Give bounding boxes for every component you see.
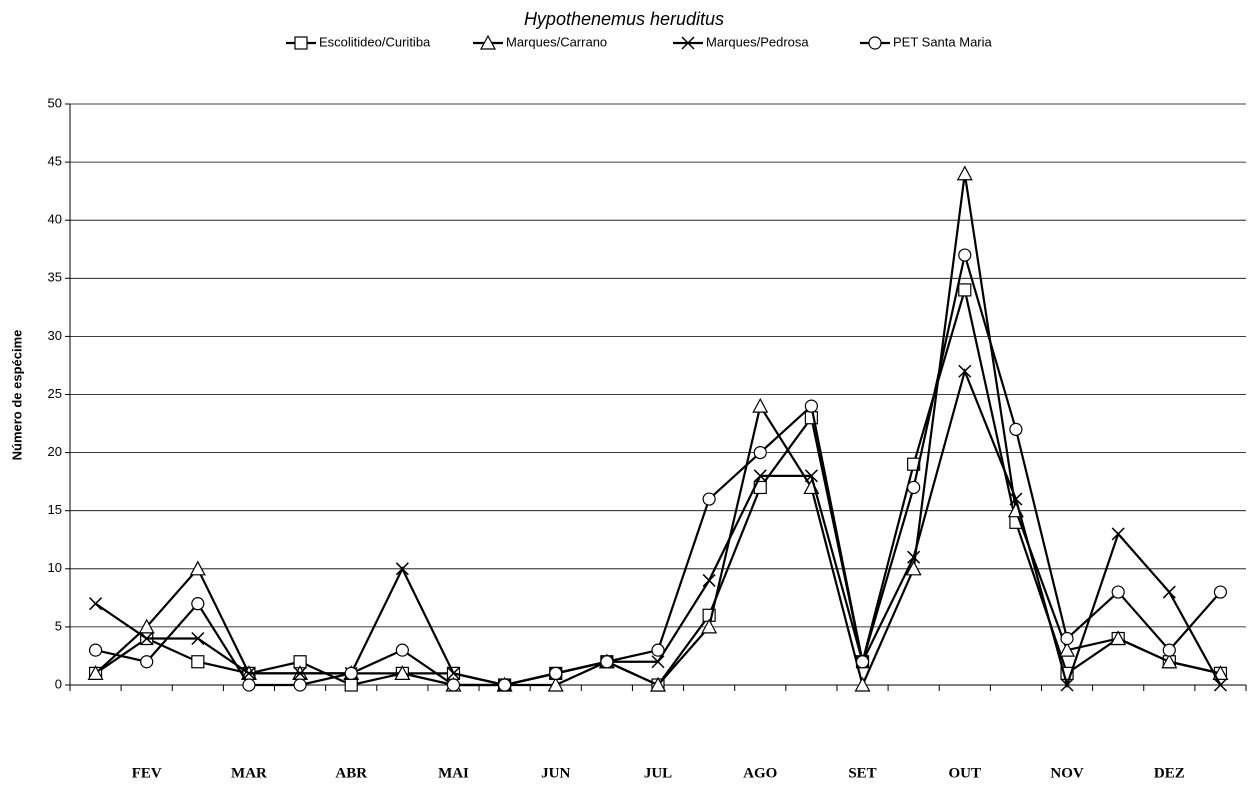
marker [868,36,882,50]
marker [701,618,718,634]
y-tick-label: 45 [48,154,62,169]
marker [651,643,665,657]
marker [649,676,667,692]
marker [191,631,205,646]
marker [87,665,104,680]
legend-label: Marques/Carrano [506,34,607,49]
marker [958,248,972,262]
marker [804,399,818,413]
marker [1213,585,1228,599]
marker [242,678,256,692]
x-tick-label: SET [848,765,876,781]
marker [1111,585,1125,599]
marker [956,165,973,181]
marker [479,34,497,50]
marker [651,655,665,669]
marker [344,678,358,692]
marker [681,36,695,50]
marker [191,655,205,669]
y-tick-label: 5 [55,618,62,633]
x-tick-label: FEV [132,765,162,781]
marker [294,36,308,50]
x-tick-label: MAI [438,765,469,781]
marker [1111,527,1125,541]
x-tick-label: NOV [1050,765,1084,781]
y-tick-label: 35 [48,270,62,285]
marker [1009,422,1023,436]
marker [189,560,206,576]
marker [958,283,972,297]
marker [140,631,154,646]
marker [446,666,461,680]
marker [1060,678,1074,692]
series [88,248,1228,692]
marker [702,492,716,506]
x-tick-label: MAR [231,765,267,781]
y-tick-label: 0 [55,676,62,691]
marker [395,562,409,576]
marker [1213,678,1227,692]
marker [958,364,972,378]
marker [907,480,921,495]
marker [140,655,154,669]
marker [702,573,716,587]
legend-label: Escolitideo/Curitiba [319,34,431,49]
x-tick-label: OUT [949,765,982,781]
marker [1060,631,1074,646]
marker [1161,653,1178,669]
legend-label: Marques/Pedrosa [706,34,809,49]
y-tick-label: 50 [48,95,62,110]
marker [907,550,921,564]
marker [88,643,103,657]
series-line [94,173,1221,689]
y-tick-label: 10 [48,560,62,575]
marker [138,618,155,634]
marker [547,676,564,692]
marker [293,678,307,692]
marker [1110,630,1127,646]
marker [446,678,461,692]
marker [1212,665,1229,680]
marker [753,469,767,483]
marker [1059,641,1076,657]
marker [905,560,922,576]
marker [600,655,614,669]
marker [854,676,871,692]
legend-label: PET Santa Maria [893,34,993,49]
marker [395,643,409,657]
marker [1162,643,1176,657]
series [88,283,1228,692]
marker [855,655,870,669]
marker [344,666,358,680]
series [89,364,1227,692]
marker [752,397,769,413]
marker [89,597,103,611]
marker [293,666,307,680]
marker [804,469,818,483]
series-line [94,367,1222,689]
chart-title: Hypothenemus heruditus [524,9,724,29]
series-line [95,254,1222,687]
y-tick-label: 25 [48,386,62,401]
marker [394,665,411,680]
marker [1162,585,1176,599]
series [87,165,1229,692]
y-tick-label: 30 [48,328,62,343]
x-tick-label: DEZ [1154,765,1185,781]
y-tick-label: 40 [48,212,62,227]
x-tick-label: AGO [743,765,777,781]
y-tick-label: 15 [48,502,62,517]
y-tick-label: 20 [48,444,62,459]
x-tick-label: ABR [335,765,367,781]
x-tick-label: JUN [541,765,570,781]
marker [1009,492,1023,506]
y-axis-label: Número de espécime [9,330,24,461]
marker [498,678,512,692]
marker [191,597,205,611]
marker [549,666,563,680]
marker [753,446,767,460]
x-tick-label: JUL [644,765,672,781]
